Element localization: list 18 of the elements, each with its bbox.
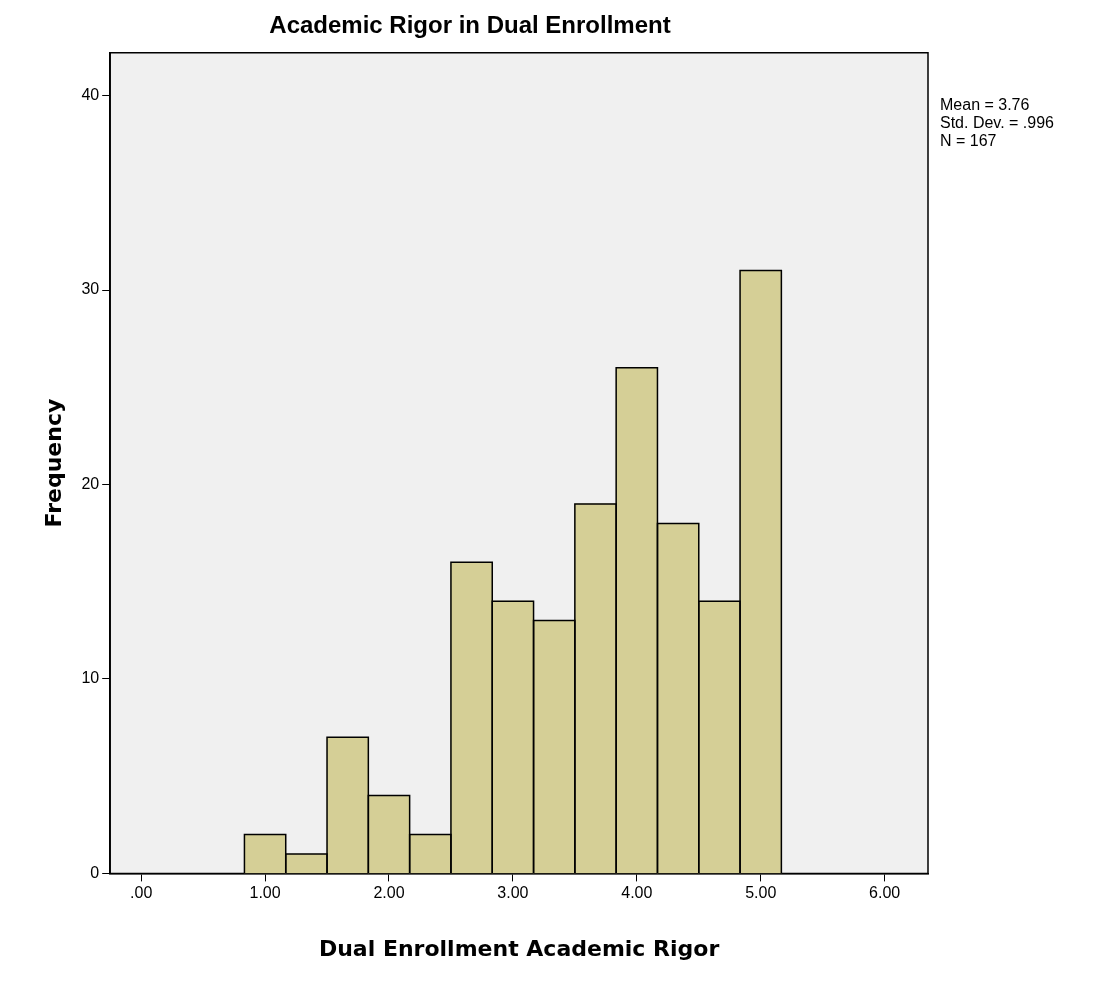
y-tick-label: 0 (90, 863, 100, 881)
y-tick-label: 40 (81, 85, 100, 103)
x-tick-label: 2.00 (373, 884, 405, 902)
text: N = 167 (940, 132, 997, 150)
x-tick-label: 6.00 (869, 884, 901, 902)
x-tick-label: .00 (130, 884, 153, 902)
x-tick-label: 3.00 (497, 884, 529, 902)
x-axis-title: Dual Enrollment Academic Rigor (318, 935, 720, 961)
text: Std. Dev. = .996 (940, 114, 1055, 132)
y-tick-label: 30 (81, 280, 100, 298)
text: Mean = 3.76 (940, 96, 1030, 114)
chart-title: Academic Rigor in Dual Enrollment (269, 11, 671, 39)
x-tick-label: 1.00 (249, 884, 281, 902)
y-tick-label: 20 (81, 474, 100, 492)
y-axis-title: Frequency (40, 398, 66, 528)
x-tick-label: 5.00 (745, 884, 777, 902)
x-tick-label: 4.00 (621, 884, 653, 902)
y-tick-label: 10 (81, 669, 100, 687)
